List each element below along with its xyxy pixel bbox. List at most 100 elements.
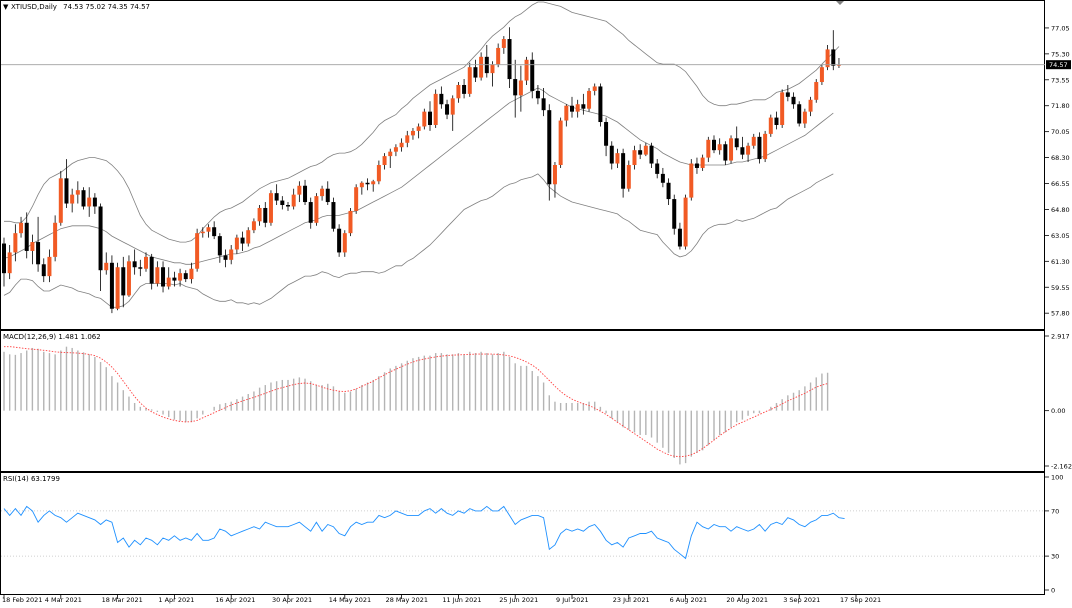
candle-body xyxy=(785,92,790,97)
candle-body xyxy=(746,145,751,155)
candle-body xyxy=(399,142,404,148)
candle xyxy=(700,154,705,171)
candle-body xyxy=(819,67,824,83)
candle xyxy=(774,111,779,130)
candle-body xyxy=(342,233,347,253)
candle-body xyxy=(734,138,739,148)
candle-body xyxy=(121,267,126,296)
price-axis-tick-label: 61.30 xyxy=(1051,258,1070,266)
candle-body xyxy=(456,84,461,99)
candle xyxy=(47,249,52,283)
candle-body xyxy=(268,193,273,223)
candle-body xyxy=(166,277,171,287)
candle xyxy=(785,84,790,102)
candle-body xyxy=(183,273,188,280)
candle-body xyxy=(513,79,518,96)
time-axis-tick-label: 14 May 2021 xyxy=(329,596,371,604)
candle xyxy=(808,96,813,117)
candle xyxy=(666,178,671,206)
candle-body xyxy=(359,182,364,188)
candle xyxy=(632,145,637,170)
price-axis-tick-label: 71.80 xyxy=(1051,102,1070,110)
candle xyxy=(388,148,393,168)
candle xyxy=(541,87,546,117)
candle xyxy=(587,87,592,112)
candle xyxy=(7,245,12,280)
candle-body xyxy=(212,227,217,237)
candle-body xyxy=(507,39,512,80)
candle xyxy=(308,197,313,229)
candle xyxy=(200,227,205,238)
macd-axis-tick-label: -2.162 xyxy=(1051,463,1072,471)
candle xyxy=(751,133,756,149)
candle xyxy=(132,249,137,275)
candle xyxy=(717,138,722,155)
candle-body xyxy=(587,90,592,109)
candle xyxy=(234,234,239,254)
candle-body xyxy=(797,104,802,124)
candle-body xyxy=(308,202,313,223)
rsi-axis-tick-label: 30 xyxy=(1051,553,1059,561)
candle xyxy=(740,136,745,160)
candle-body xyxy=(836,64,841,66)
candle xyxy=(638,144,643,160)
candle-body xyxy=(13,233,18,253)
candle-body xyxy=(643,145,648,155)
symbol-dropdown-icon[interactable]: ▼ xyxy=(3,3,9,11)
candle-body xyxy=(604,122,609,146)
candle xyxy=(30,234,35,265)
candle xyxy=(592,83,597,96)
candle-body xyxy=(138,267,143,269)
candle-body xyxy=(92,197,97,207)
rsi-panel-label: RSI(14) 63.1799 xyxy=(3,475,60,483)
candle xyxy=(729,135,734,164)
candle-body xyxy=(64,178,69,204)
candle-body xyxy=(672,199,677,229)
candle-body xyxy=(445,104,450,115)
time-axis-tick-label: 3 Sep 2021 xyxy=(783,596,820,604)
candle-body xyxy=(683,197,688,247)
candle-body xyxy=(660,173,665,183)
candle-body xyxy=(802,111,807,124)
candle-body xyxy=(496,47,501,65)
candle-body xyxy=(189,268,194,280)
candle xyxy=(604,117,609,157)
candle xyxy=(115,262,120,311)
candle xyxy=(166,267,171,290)
candle-body xyxy=(416,126,421,131)
candle xyxy=(507,27,512,88)
candle-body xyxy=(223,255,228,260)
candle-body xyxy=(195,233,200,269)
candle-body xyxy=(649,145,654,164)
candle xyxy=(558,117,563,168)
candle xyxy=(683,194,688,250)
candle xyxy=(513,59,518,118)
chart-shift-marker[interactable] xyxy=(836,1,844,5)
candle xyxy=(144,252,148,272)
candle-body xyxy=(104,262,109,271)
candle xyxy=(706,136,711,163)
candle xyxy=(501,36,506,54)
candle xyxy=(36,216,41,272)
candle-body xyxy=(473,67,478,78)
price-axis-tick-label: 73.55 xyxy=(1051,76,1070,84)
candle-body xyxy=(655,163,660,174)
time-axis-tick-label: 28 May 2021 xyxy=(386,596,428,604)
candle-body xyxy=(410,130,415,136)
price-axis-tick-label: 59.55 xyxy=(1051,284,1070,292)
candle xyxy=(433,89,438,128)
candle xyxy=(382,153,387,170)
candle xyxy=(371,179,376,192)
candle xyxy=(138,259,143,277)
candle xyxy=(320,185,325,201)
candle-body xyxy=(297,185,302,195)
candle-body xyxy=(149,256,154,284)
candle-body xyxy=(638,150,643,155)
candle xyxy=(19,216,24,238)
candle xyxy=(342,230,347,257)
candle xyxy=(723,141,728,165)
candle xyxy=(672,194,677,235)
time-axis-tick-label: 16 Apr 2021 xyxy=(215,596,255,604)
